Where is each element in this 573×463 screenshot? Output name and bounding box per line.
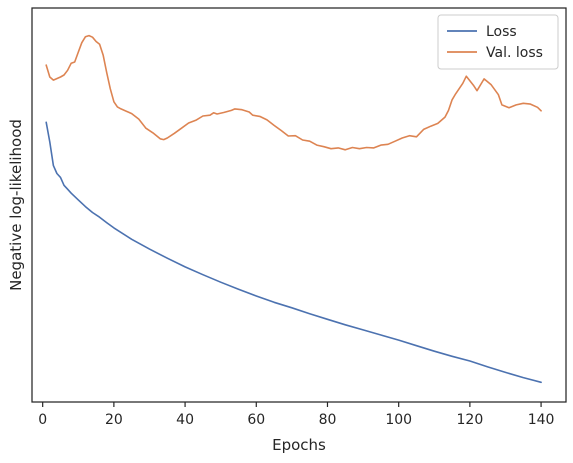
legend-entry-label: Val. loss: [486, 45, 543, 61]
x-axis-label: Epochs: [272, 436, 326, 454]
plot-area: [45, 34, 542, 384]
legend-frame: [437, 14, 559, 70]
x-axis-ticks: 0 20 40 60 80 100 120 140: [38, 402, 554, 428]
x-tick-label: 140: [528, 412, 555, 428]
x-tick-label: 120: [457, 412, 484, 428]
y-axis-label: Negative log-likelihood: [7, 119, 25, 291]
series-line-val-loss: [45, 34, 542, 151]
x-tick-label: 60: [247, 412, 265, 428]
x-tick-label: 100: [385, 412, 412, 428]
legend: Loss Val. loss: [437, 14, 559, 70]
series-line-loss: [45, 121, 542, 384]
x-tick-label: 40: [176, 412, 194, 428]
x-tick-label: 20: [105, 412, 123, 428]
legend-entry-label: Loss: [486, 24, 517, 40]
x-tick-label: 80: [319, 412, 337, 428]
plot-frame: [31, 7, 567, 403]
x-tick-label: 0: [38, 412, 47, 428]
